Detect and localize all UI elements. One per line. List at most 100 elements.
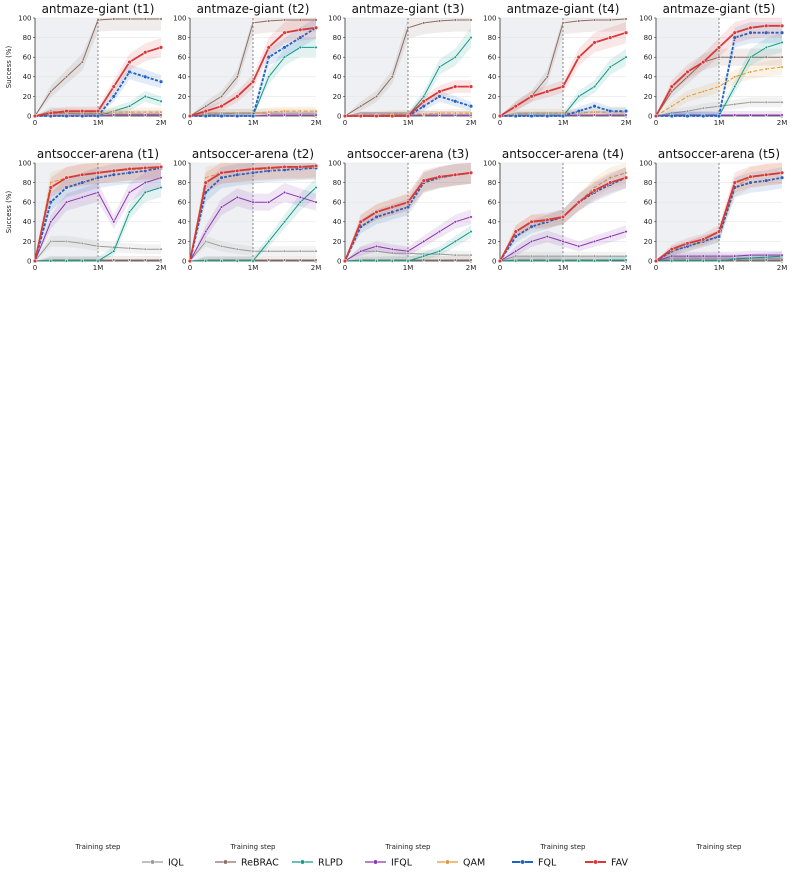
- data-point-rebrac: [733, 55, 737, 59]
- data-point-fql: [203, 113, 208, 119]
- data-point-ifql: [267, 200, 271, 204]
- y-tick-label: 100: [18, 14, 31, 22]
- data-point-fql: [576, 108, 581, 114]
- data-point-iql: [453, 253, 457, 257]
- data-point-fav: [250, 79, 256, 84]
- data-point-fav: [266, 165, 271, 171]
- data-point-rlpd: [251, 259, 255, 263]
- data-point-fql: [748, 180, 753, 185]
- x-tick-label: 1M: [248, 264, 259, 272]
- data-point-fav: [748, 25, 753, 30]
- x-tick-label: 1M: [403, 264, 414, 272]
- data-point-rlpd: [314, 45, 318, 49]
- series-band-rebrac: [35, 18, 161, 116]
- data-point-fql: [764, 178, 769, 183]
- data-point-rlpd: [298, 200, 302, 204]
- data-point-ifql: [64, 200, 69, 204]
- data-point-fav: [685, 69, 690, 75]
- x-tick-label: 1M: [403, 119, 414, 127]
- data-point-fql: [732, 35, 737, 40]
- series-band-fav: [35, 163, 161, 261]
- data-point-fav: [32, 113, 38, 119]
- data-point-rebrac: [159, 17, 163, 21]
- data-point-ifql: [764, 253, 768, 257]
- data-point-ifql: [764, 113, 768, 117]
- data-point-rlpd: [733, 85, 737, 89]
- data-point-fav: [545, 217, 550, 222]
- y-tick-label: 60: [488, 199, 497, 207]
- data-point-fav: [235, 94, 240, 99]
- data-point-qam: [733, 75, 737, 79]
- data-point-fav: [80, 172, 85, 177]
- data-point-fav: [111, 168, 116, 173]
- data-point-fav: [298, 164, 303, 170]
- x-tick-label: 0: [33, 119, 37, 127]
- data-point-fav: [48, 110, 53, 116]
- data-point-iql: [314, 249, 318, 253]
- legend-label: IQL: [168, 858, 184, 869]
- y-tick-label: 60: [488, 54, 497, 62]
- data-point-fql: [219, 175, 224, 180]
- series-band-ifql: [500, 225, 626, 261]
- data-point-fav: [95, 170, 101, 175]
- series-band-fav: [190, 163, 316, 261]
- legend-item: FQL: [512, 858, 557, 869]
- data-point-fql: [529, 113, 534, 119]
- y-tick-label: 80: [488, 179, 497, 187]
- series-band-fav: [190, 18, 316, 116]
- x-axis-label: Training step: [75, 843, 122, 851]
- y-tick-label: 0: [648, 112, 652, 120]
- data-point-rlpd: [717, 259, 721, 263]
- data-point-rlpd: [143, 190, 147, 194]
- data-point-ifql: [282, 190, 287, 194]
- x-tick-label: 2M: [621, 119, 632, 127]
- y-tick-label: 80: [178, 179, 187, 187]
- data-point-rlpd: [437, 249, 442, 253]
- data-point-rebrac: [437, 258, 442, 262]
- data-point-fav: [342, 258, 348, 264]
- data-point-ifql: [298, 113, 302, 117]
- data-point-fav: [779, 23, 785, 28]
- data-point-fav: [701, 59, 706, 65]
- data-point-iql: [204, 239, 208, 243]
- series-band-rlpd: [500, 48, 626, 116]
- legend-label: FAV: [611, 858, 628, 869]
- data-point-rlpd: [577, 94, 581, 98]
- x-tick-label: 0: [33, 264, 37, 272]
- x-tick-label: 2M: [311, 264, 322, 272]
- data-point-rlpd: [608, 65, 612, 69]
- data-point-fql: [716, 234, 722, 239]
- data-point-rebrac: [298, 18, 302, 22]
- data-point-ifql: [748, 253, 753, 257]
- data-point-rlpd: [159, 99, 163, 103]
- data-point-iql: [96, 244, 100, 248]
- y-tick-label: 100: [18, 159, 31, 167]
- data-point-qam: [112, 110, 116, 114]
- series-band-ifql: [35, 167, 161, 261]
- data-point-qam: [453, 111, 457, 115]
- y-tick-label: 60: [333, 199, 342, 207]
- data-point-ifql: [453, 220, 457, 224]
- legend-label: ReBRAC: [241, 858, 279, 869]
- data-point-fql: [64, 113, 69, 119]
- y-tick-label: 80: [23, 179, 32, 187]
- data-point-fav: [529, 219, 534, 224]
- data-point-ifql: [159, 176, 163, 180]
- data-point-rlpd: [422, 254, 426, 258]
- data-point-rlpd: [453, 55, 457, 59]
- data-point-ifql: [219, 205, 224, 209]
- data-point-iql: [437, 252, 442, 256]
- data-point-fav: [497, 113, 503, 119]
- data-point-iql: [159, 247, 163, 251]
- data-point-rebrac: [717, 55, 721, 59]
- data-point-qam: [592, 110, 597, 114]
- data-point-qam: [608, 176, 612, 180]
- data-point-fav: [608, 35, 613, 40]
- y-tick-label: 40: [333, 73, 342, 81]
- legend-marker: [593, 859, 598, 865]
- chart-panel: antsoccer-arena (t1) 0 20 40 60 80 100 0 1M 2M Suc…: [5, 147, 166, 272]
- legend-item: ReBRAC: [215, 858, 279, 869]
- data-point-fav: [111, 84, 116, 89]
- data-point-rebrac: [437, 19, 442, 23]
- chart-panel: antmaze-giant (t1) 0 20 40 60 80 100 0 1M 2M Succe…: [5, 2, 166, 127]
